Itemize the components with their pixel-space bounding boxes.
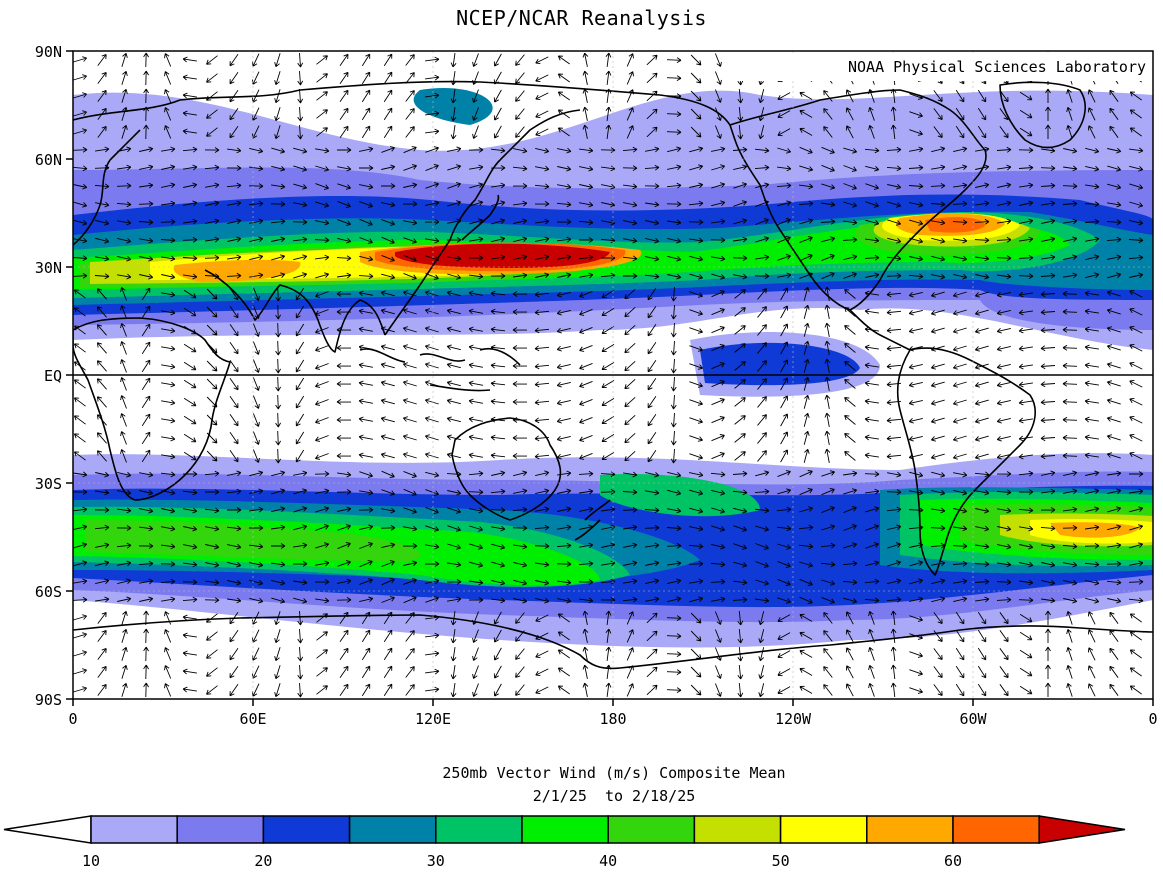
- colorbar-swatch: [693, 815, 782, 844]
- colorbar-labels: 10 20 30 40 50 60: [82, 852, 962, 870]
- colorbar-swatch: [866, 815, 954, 844]
- colorbar-swatch: [952, 815, 1040, 844]
- lon-label-60w: 60W: [959, 710, 987, 728]
- lat-label-60s: 60S: [35, 583, 62, 601]
- lat-label-60n: 60N: [35, 151, 62, 169]
- wind-vector-arrows: [73, 52, 1144, 698]
- lat-label-30n: 30N: [35, 259, 62, 277]
- colorbar-high-triangle: [1038, 815, 1126, 844]
- lat-label-90n: 90N: [35, 43, 62, 61]
- colorbar-swatch: [176, 815, 265, 844]
- credit-box: [728, 53, 1150, 81]
- lon-label-0: 0: [68, 710, 77, 728]
- coastlines: [73, 80, 1153, 670]
- colorbar-tick-label: 30: [427, 852, 445, 870]
- caption-line-2: 2/1/25 to 2/18/25: [533, 787, 696, 805]
- colorbar-tick-label: 60: [944, 852, 962, 870]
- lon-label-60e: 60E: [239, 710, 266, 728]
- colorbar-tick-label: 40: [599, 852, 617, 870]
- lat-label-90s: 90S: [35, 691, 62, 709]
- colorbar: [3, 815, 1126, 844]
- colorbar-swatch: [435, 815, 523, 844]
- axis-ticks: [66, 50, 1154, 706]
- colorbar-swatch: [90, 815, 178, 844]
- credit-text: NOAA Physical Sciences Laboratory: [848, 58, 1146, 76]
- lon-label-120e: 120E: [415, 710, 451, 728]
- lat-label-eq: EQ: [44, 367, 62, 385]
- colorbar-swatch: [607, 815, 696, 844]
- colorbar-tick-label: 10: [82, 852, 100, 870]
- colorbar-low-triangle: [3, 815, 92, 844]
- wind-vectors: [73, 52, 1144, 698]
- colorbar-swatch: [521, 815, 609, 844]
- colorbar-swatch: [779, 815, 868, 844]
- colorbar-tick-label: 20: [254, 852, 272, 870]
- colorbar-swatch: [262, 815, 351, 844]
- map-title: NCEP/NCAR Reanalysis: [456, 6, 707, 30]
- colorbar-tick-label: 50: [772, 852, 790, 870]
- lon-label-120w: 120W: [775, 710, 812, 728]
- colorbar-swatch: [348, 815, 437, 844]
- caption-line-1: 250mb Vector Wind (m/s) Composite Mean: [442, 764, 785, 782]
- lon-label-180: 180: [599, 710, 626, 728]
- lon-label-0-end: 0: [1148, 710, 1157, 728]
- lat-label-30s: 30S: [35, 475, 62, 493]
- graticule: [73, 51, 1153, 699]
